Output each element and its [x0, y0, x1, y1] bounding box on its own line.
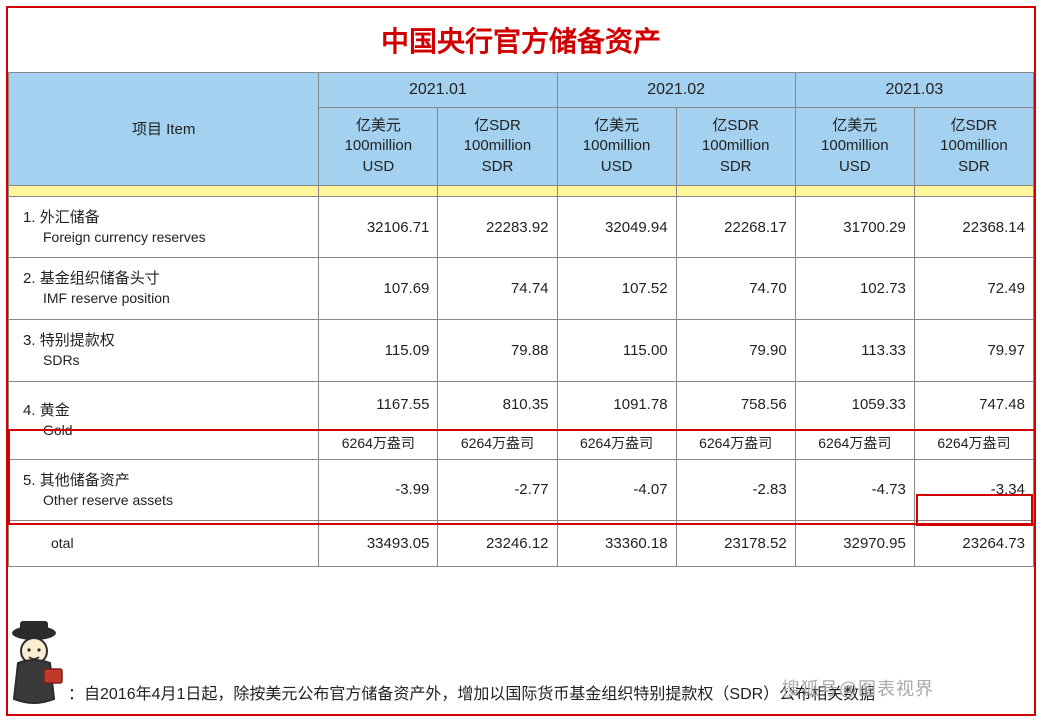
table-row-total: otal 33493.0523246.1233360.1823178.52329… [9, 521, 1034, 567]
separator-row [9, 185, 1034, 196]
col-sdr-1: 亿SDR100millionSDR [438, 108, 557, 186]
col-usd-1: 亿美元100millionUSD [319, 108, 438, 186]
table-row: 1. 外汇储备Foreign currency reserves 32106.7… [9, 196, 1034, 258]
mascot-icon [4, 617, 64, 707]
table-row: 2. 基金组织储备头寸IMF reserve position 107.6974… [9, 258, 1034, 320]
table-row-gold: 4. 黄金Gold 1167.55810.351091.78758.561059… [9, 381, 1034, 427]
col-month-3: 2021.03 [795, 73, 1033, 108]
col-usd-3: 亿美元100millionUSD [795, 108, 914, 186]
reserves-table: 项目 Item 2021.01 2021.02 2021.03 亿美元100mi… [8, 72, 1034, 567]
table-row: 5. 其他储备资产Other reserve assets -3.99-2.77… [9, 459, 1034, 521]
col-usd-2: 亿美元100millionUSD [557, 108, 676, 186]
page-title: 中国央行官方储备资产 [8, 8, 1034, 72]
col-sdr-2: 亿SDR100millionSDR [676, 108, 795, 186]
col-month-1: 2021.01 [319, 73, 557, 108]
col-sdr-3: 亿SDR100millionSDR [914, 108, 1033, 186]
watermark: 搜狐号@图表视界 [782, 675, 934, 701]
footnote: ：自2016年4月1日起，除按美元公布官方储备资产外，增加以国际货币基金组织特别… [68, 680, 875, 704]
table-row: 3. 特别提款权SDRs 115.0979.88115.0079.90113.3… [9, 319, 1034, 381]
col-month-2: 2021.02 [557, 73, 795, 108]
col-item: 项目 Item [9, 73, 319, 186]
